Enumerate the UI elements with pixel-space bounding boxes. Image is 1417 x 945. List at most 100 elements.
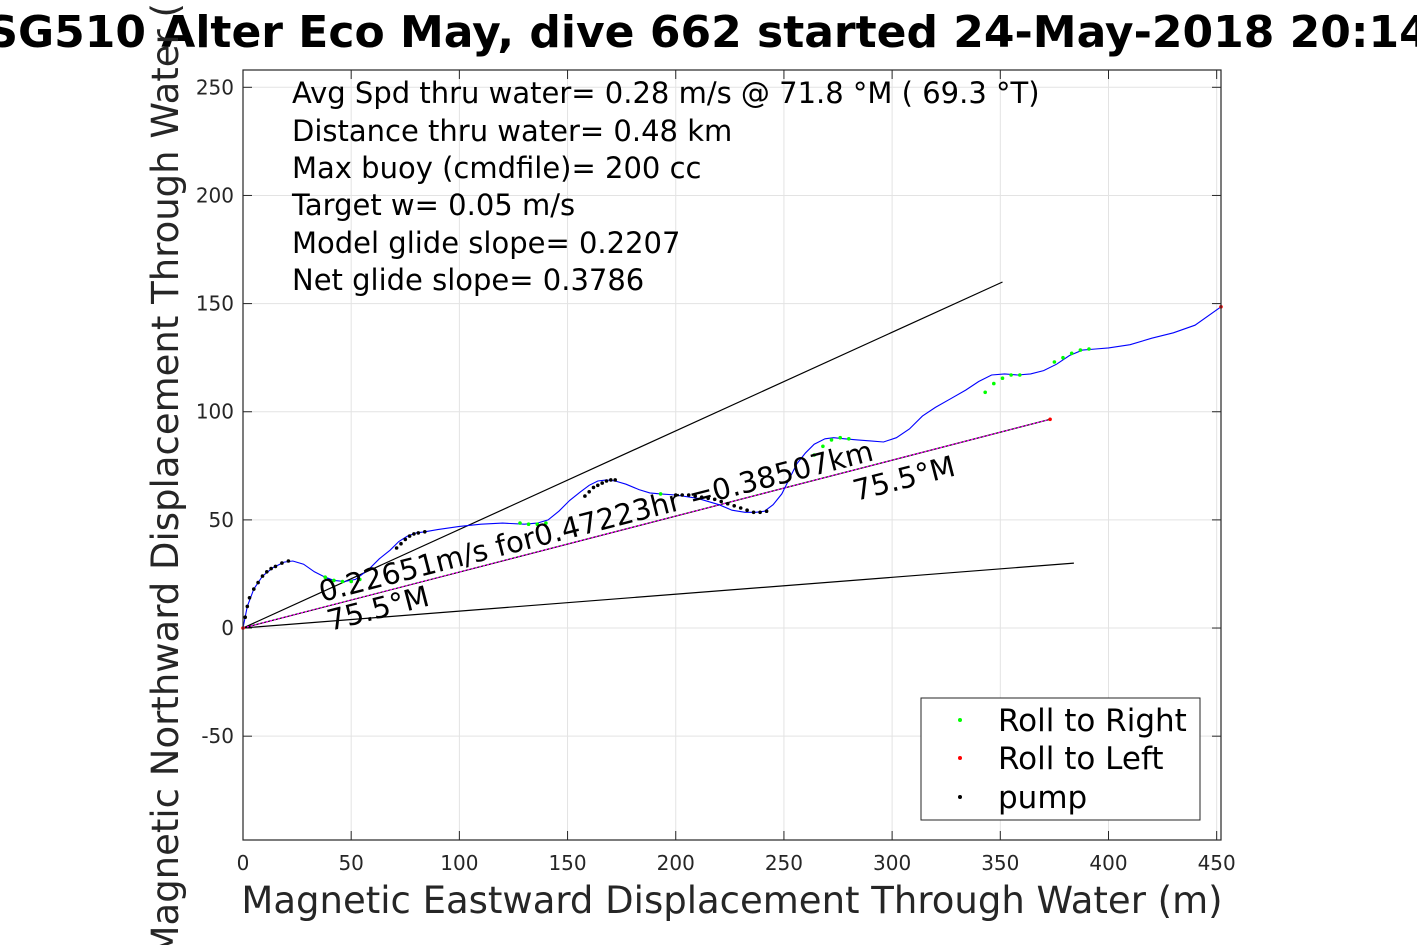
marker-roll-right [1009, 373, 1013, 377]
marker-roll-right [535, 522, 540, 526]
x-tick-label: 250 [765, 851, 803, 875]
annotation-max-buoy: Max buoy (cmdfile)= 200 cc [292, 151, 701, 185]
x-tick-label: 100 [440, 851, 478, 875]
marker-roll-right [1018, 373, 1022, 377]
marker-pump [725, 501, 730, 506]
marker-pump [416, 531, 421, 535]
marker-pump [680, 493, 684, 497]
marker-pump [280, 561, 284, 565]
marker-pump [591, 485, 596, 490]
marker-pump [269, 566, 273, 571]
y-tick-label: 0 [221, 616, 234, 640]
annotation-block: Avg Spd thru water= 0.28 m/s @ 71.8 °M (… [291, 76, 1040, 297]
marker-pump [403, 537, 408, 542]
marker-pump [609, 478, 613, 482]
data-layer [241, 281, 1223, 630]
marker-pump [686, 493, 691, 497]
series-reference-line-lower [242, 562, 1074, 629]
chart-title: SG510 Alter Eco May, dive 662 started 24… [0, 7, 1417, 58]
marker-pump [764, 509, 769, 513]
x-tick-label: 300 [873, 851, 911, 875]
marker-pump [751, 510, 756, 515]
marker-roll-right [526, 522, 531, 526]
marker-pump [286, 559, 291, 563]
marker-roll-right [340, 579, 345, 584]
marker-roll-left [1048, 417, 1052, 422]
annotation-net-glide-slope: Net glide slope= 0.3786 [292, 263, 644, 297]
marker-pump [673, 493, 678, 497]
y-tick-label: 50 [209, 508, 234, 532]
marker-roll-right [332, 578, 336, 583]
legend-marker-roll-left [958, 756, 962, 760]
marker-pump [265, 570, 269, 574]
y-tick-label: 100 [196, 400, 234, 424]
y-axis-label: Magnetic Northward Displacement Through … [144, 0, 187, 945]
marker-pump [423, 530, 427, 534]
marker-roll-right [544, 521, 548, 525]
annotation-model-glide-slope: Model glide slope= 0.2207 [292, 226, 680, 260]
marker-pump [407, 534, 412, 538]
x-tick-label: 150 [548, 851, 586, 875]
marker-pump [596, 483, 600, 488]
annotation-distance: Distance thru water= 0.48 km [292, 114, 732, 148]
marker-pump [758, 510, 762, 515]
marker-pump [693, 494, 697, 498]
marker-pump [587, 490, 591, 494]
marker-pump [699, 495, 704, 500]
marker-pump [243, 615, 247, 619]
marker-pump [600, 481, 604, 485]
marker-pump [260, 574, 265, 578]
marker-pump [583, 494, 587, 498]
x-tick-label: 50 [338, 851, 363, 875]
marker-roll-right [983, 390, 987, 395]
marker-roll-right [1087, 347, 1091, 351]
marker-roll-right [1078, 348, 1083, 352]
plot-frame [242, 69, 1222, 841]
marker-pump [412, 532, 416, 536]
marker-roll-right [358, 577, 362, 582]
marker-pump [256, 580, 260, 585]
annotation-avg-speed: Avg Spd thru water= 0.28 m/s @ 71.8 °M (… [292, 76, 1040, 110]
marker-pump [604, 479, 609, 483]
y-tick-label: 250 [196, 75, 234, 99]
marker-roll-right [847, 437, 851, 441]
series-track [242, 306, 1222, 629]
marker-pump [394, 546, 399, 550]
marker-roll-right [1000, 376, 1005, 381]
legend-label-pump: pump [998, 780, 1087, 816]
marker-pump [273, 564, 278, 569]
marker-pump [745, 508, 749, 512]
x-tick-label: 450 [1198, 851, 1236, 875]
x-tick-label: 200 [657, 851, 695, 875]
marker-roll-right [1069, 351, 1074, 356]
x-tick-label: 350 [981, 851, 1019, 875]
legend-marker-roll-right [958, 718, 962, 722]
marker-roll-right [821, 444, 825, 449]
marker-roll-right [1052, 360, 1057, 364]
series-reference-line-heading-overlay [242, 418, 1051, 629]
marker-roll-right [992, 381, 996, 386]
legend: Roll to Right Roll to Left pump [920, 697, 1201, 821]
annotation-target-w: Target w= 0.05 m/s [291, 188, 575, 222]
marker-pump [247, 596, 252, 600]
marker-roll-right [1061, 355, 1065, 360]
marker-pump [712, 497, 717, 502]
marker-pump [613, 478, 617, 482]
marker-pump [732, 504, 736, 508]
axis-ticks: 0 50 100 150 200 250 300 350 400 450 -50 0 50 100 150 2… [196, 70, 1236, 875]
marker-pump [245, 604, 250, 609]
marker-roll-right [349, 579, 354, 584]
marker-roll-right [829, 438, 834, 442]
marker-pump [738, 506, 743, 510]
marker-roll-right [838, 435, 842, 440]
legend-marker-pump [958, 795, 962, 799]
x-axis-label: Magnetic Eastward Displacement Through W… [241, 879, 1222, 922]
legend-label-roll-left: Roll to Left [998, 741, 1164, 777]
legend-label-roll-right: Roll to Right [998, 703, 1187, 739]
legend-box [920, 697, 1201, 821]
y-tick-label: 200 [196, 183, 234, 207]
x-tick-label: 0 [237, 851, 250, 875]
series-reference-line-upper [242, 281, 1003, 629]
marker-roll-right [323, 575, 328, 579]
